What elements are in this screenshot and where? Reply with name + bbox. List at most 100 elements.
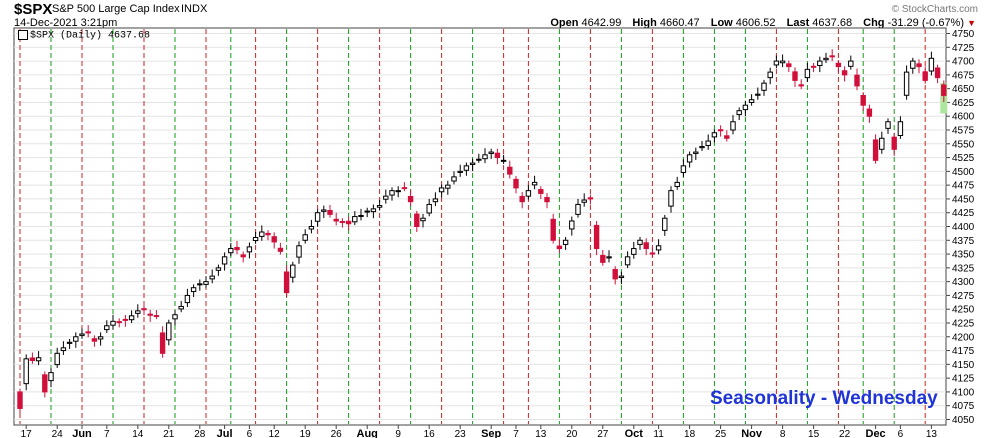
y-tick-label: 4250 — [952, 305, 975, 316]
candle-body — [432, 198, 439, 203]
candle-body — [941, 84, 947, 96]
candle-body — [910, 60, 916, 69]
candle-body — [643, 242, 649, 250]
x-tick-label: 6 — [247, 429, 253, 438]
legend-label: $SPX (Daily) 4637.68 — [30, 30, 151, 42]
candle-body — [916, 63, 922, 68]
candle-body — [265, 232, 271, 236]
candle-body — [748, 99, 755, 103]
candle-body — [166, 322, 172, 341]
candle-body — [426, 203, 432, 214]
candle-body — [407, 195, 414, 203]
candle-body — [835, 62, 842, 68]
candle-body — [600, 254, 606, 263]
candle-body — [885, 121, 891, 129]
candle-body — [550, 218, 556, 241]
candle-body — [79, 333, 85, 336]
candle-body — [190, 287, 197, 293]
x-tick-label: Jun — [72, 428, 92, 438]
index-name: S&P 500 Large Cap Index — [52, 3, 180, 15]
candle-body — [922, 71, 928, 81]
y-tick-label: 4100 — [952, 387, 975, 398]
candle-body — [333, 218, 339, 222]
candle-body — [240, 254, 246, 258]
candle-body — [544, 197, 550, 203]
candle-body — [767, 71, 773, 79]
candle-body — [810, 65, 817, 68]
y-tick-label: 4400 — [952, 222, 975, 233]
candle-body — [848, 60, 854, 67]
x-tick-label: 21 — [163, 429, 175, 438]
x-tick-label: 23 — [455, 429, 467, 438]
last-label: Last — [786, 17, 810, 29]
candle-body — [35, 357, 42, 362]
candle-body — [860, 95, 866, 106]
candle-body — [271, 236, 277, 243]
y-tick-label: 4650 — [952, 84, 975, 95]
candle-body — [724, 135, 730, 139]
candle-body — [457, 170, 463, 173]
candle-body — [823, 57, 829, 61]
candle-body — [147, 313, 153, 316]
candle-body — [500, 159, 507, 162]
x-tick-label: 26 — [331, 429, 343, 438]
candle-body — [711, 132, 718, 138]
candle-body — [897, 121, 904, 137]
x-tick-label: Oct — [625, 428, 644, 438]
y-tick-label: 4300 — [952, 277, 975, 288]
candle-body — [649, 252, 656, 255]
candle-body — [364, 210, 370, 213]
exchange-label: INDX — [181, 3, 208, 15]
x-tick-label: 11 — [653, 429, 664, 438]
candle-body — [469, 162, 476, 165]
candle-body — [761, 82, 767, 91]
y-tick-label: 4600 — [952, 112, 975, 123]
y-tick-label: 4500 — [952, 167, 975, 178]
candle-body — [283, 271, 290, 294]
candle-body — [494, 152, 501, 159]
candle-body — [891, 136, 897, 150]
candle-body — [463, 165, 470, 171]
y-tick-label: 4575 — [952, 126, 975, 137]
x-tick-label: 13 — [535, 429, 547, 438]
candle-body — [841, 70, 848, 76]
candle-body — [872, 139, 879, 161]
y-tick-label: 4725 — [952, 43, 975, 54]
chart-datetime: 14-Dec-2021 3:21pm — [14, 17, 118, 29]
candle-body — [246, 246, 253, 253]
candle-body — [612, 269, 618, 280]
candle-body — [655, 245, 662, 251]
y-tick-label: 4700 — [952, 57, 975, 68]
candle-body — [296, 245, 302, 258]
candle-body — [252, 237, 259, 242]
candle-body — [290, 264, 296, 278]
candle-body — [42, 374, 48, 393]
candle-body — [525, 190, 532, 197]
x-tick-label: 16 — [424, 429, 436, 438]
candle-body — [228, 248, 234, 254]
candle-body — [345, 220, 352, 225]
candle-body — [178, 305, 184, 310]
y-tick-label: 4375 — [952, 236, 975, 247]
candle-body — [798, 84, 804, 87]
y-tick-label: 4350 — [952, 250, 975, 261]
candle-body — [662, 217, 668, 231]
x-tick-label: 14 — [132, 429, 144, 438]
candle-body — [705, 140, 711, 146]
y-tick-label: 4150 — [952, 360, 975, 371]
candle-body — [730, 121, 736, 131]
candle-body — [352, 216, 358, 223]
candle-body — [159, 332, 166, 354]
x-tick-label: Jul — [217, 428, 233, 438]
candle-body — [587, 197, 594, 200]
candle-body — [259, 231, 265, 237]
candle-body — [668, 190, 674, 207]
candle-body — [215, 267, 222, 271]
x-tick-label: 19 — [300, 429, 312, 438]
candle-body — [829, 55, 835, 58]
candle-body — [482, 154, 488, 160]
candle-body — [234, 246, 240, 251]
candle-body — [29, 357, 36, 361]
candle-body — [519, 195, 525, 203]
